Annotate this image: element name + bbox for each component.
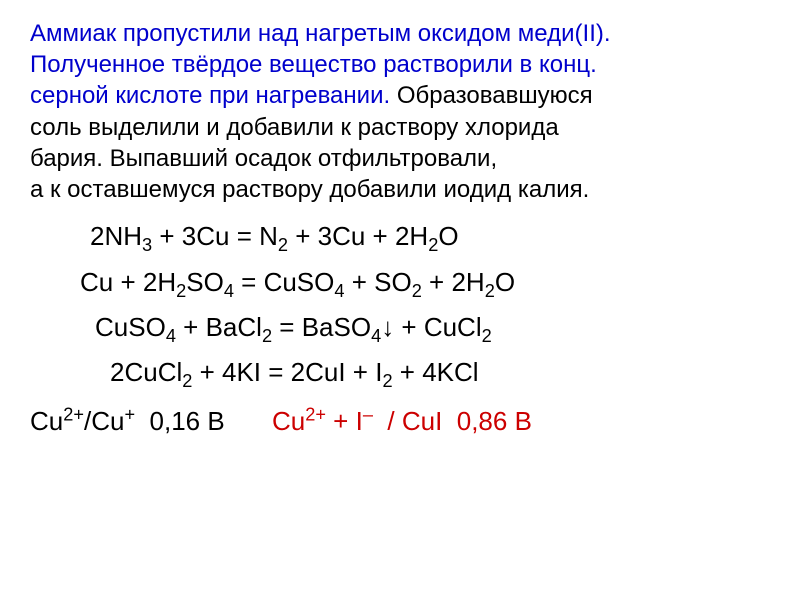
equation-1: 2NH3 + 3Cu = N2 + 3Cu + 2H2O <box>90 223 770 254</box>
potential-right: Cu2+ + I– / CuI 0,86 В <box>272 406 532 436</box>
problem-black-line3: Образовавшуюся <box>397 82 593 109</box>
problem-black-line5: бария. Выпавший осадок отфильтровали, <box>30 145 497 172</box>
equation-2: Cu + 2H2SO4 = CuSO4 + SO2 + 2H2O <box>80 269 770 300</box>
problem-text: Аммиак пропустили над нагретым оксидом м… <box>30 18 770 205</box>
equations-block: 2NH3 + 3Cu = N2 + 3Cu + 2H2O Cu + 2H2SO4… <box>90 223 770 391</box>
problem-blue-line1: Аммиак пропустили над нагретым оксидом м… <box>30 20 611 47</box>
equation-4: 2CuCl2 + 4KI = 2CuI + I2 + 4KCl <box>110 359 770 390</box>
problem-blue-line3: серной кислоте при нагревании. <box>30 82 397 109</box>
problem-black-line4: соль выделили и добавили к раствору хлор… <box>30 114 559 141</box>
equation-3: CuSO4 + BaCl2 = BaSO4↓ + CuCl2 <box>95 314 770 345</box>
slide: Аммиак пропустили над нагретым оксидом м… <box>0 0 800 447</box>
potential-left: Cu2+/Cu+ 0,16 В <box>30 406 225 436</box>
problem-blue-line2: Полученное твёрдое вещество растворили в… <box>30 51 597 78</box>
problem-black-line6: а к оставшемуся раствору добавили иодид … <box>30 176 589 203</box>
redox-potentials: Cu2+/Cu+ 0,16 В Cu2+ + I– / CuI 0,86 В <box>30 405 770 438</box>
